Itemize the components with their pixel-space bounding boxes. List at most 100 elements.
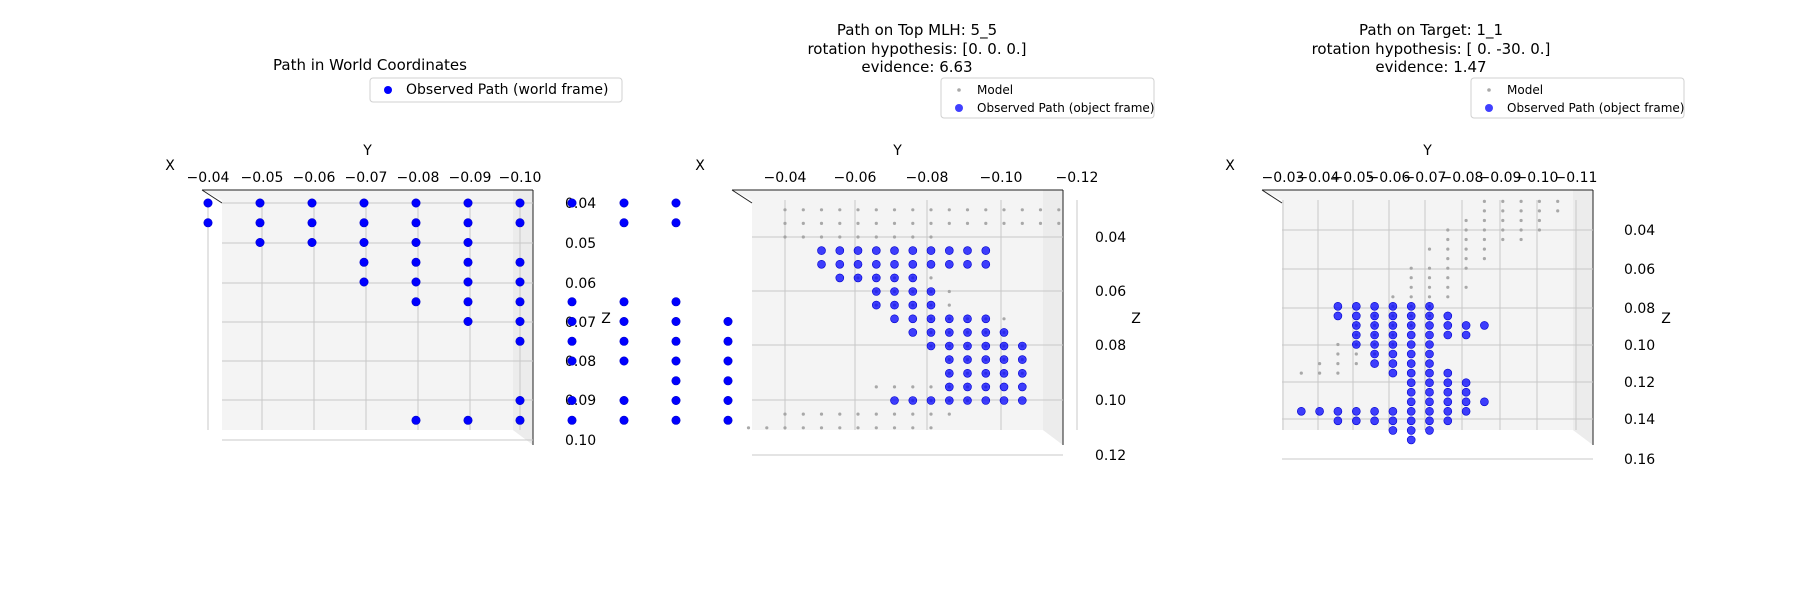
model-point [965,221,970,225]
observed-path-point [890,273,899,283]
observed-path-point [619,198,629,208]
observed-path-point [411,297,421,307]
observed-path-point [619,415,629,425]
model-point [1482,209,1486,213]
model-point [1482,237,1486,242]
y-tick-label: −0.04 [764,170,807,186]
observed-path-point [817,259,826,269]
legend: Model Observed Path (object frame) [940,77,1155,119]
x-axis-label: X [1225,158,1235,174]
model-point [911,221,915,225]
y-tick-label: −0.10 [1516,170,1559,186]
model-point [1318,371,1322,375]
y-tick-label: −0.06 [834,170,877,186]
observed-path-point [963,396,972,405]
observed-path-point [1352,416,1361,426]
x-axis-line [1261,189,1283,204]
model-point [1354,352,1358,356]
model-point [874,208,878,212]
observed-path-point [463,198,473,208]
model-point [856,426,860,430]
observed-path-point [963,382,972,392]
observed-path-point [908,300,918,310]
observed-path-point [1461,330,1471,340]
y-tick-label: −0.07 [1404,170,1447,186]
z-tick-label: 0.14 [1624,412,1655,428]
model-point [1464,228,1468,232]
observed-path-point [203,198,213,208]
observed-path-point [567,198,577,208]
observed-path-point [1425,387,1434,397]
model-point [984,221,988,225]
observed-path-point [1443,387,1453,397]
model-point [1519,218,1523,223]
model-point [1336,371,1340,375]
observed-path-point [853,246,863,255]
z-tick-label: 0.05 [565,236,596,252]
observed-path-point [1370,406,1379,416]
observed-path-point [619,336,629,346]
observed-path-point [926,259,936,269]
observed-path-point [1406,330,1416,340]
model-point [911,235,915,239]
y-tick-label: −0.10 [980,170,1023,186]
observed-path-point [359,218,369,228]
observed-path-point [1443,416,1453,426]
y-tick-label: −0.06 [293,170,336,186]
model-point [874,221,878,225]
y-tick-label: −0.04 [187,170,230,186]
model-point [1057,208,1061,212]
legend-marker [955,104,963,112]
observed-path-point [1370,330,1379,340]
observed-path-point [1370,340,1379,349]
model-point [819,412,824,416]
model-point [1519,209,1523,213]
observed-path-point [1425,416,1434,426]
model-point [911,385,915,389]
observed-path-point [1443,397,1453,407]
observed-path-point [619,297,629,307]
observed-path-point [817,246,826,255]
model-point [929,412,933,416]
observed-path-point [1352,406,1361,416]
observed-path-point [999,368,1009,378]
observed-path-point [515,277,525,287]
model-point [929,221,933,225]
observed-path-point [1443,406,1453,416]
observed-path-point [515,218,525,228]
observed-path-point [871,259,881,269]
model-point [1038,221,1043,225]
model-point [892,385,897,389]
observed-path-point [1388,311,1398,321]
x-axis-line [731,189,753,204]
model-point [1446,257,1450,261]
model-point [1501,199,1505,203]
back-pane [202,190,533,445]
observed-path-point [307,238,317,248]
observed-path-point [411,218,421,228]
observed-path-point [1425,406,1434,416]
observed-path-point [1406,359,1416,368]
observed-path-point [944,341,954,351]
z-tick-label: 0.10 [1095,393,1126,409]
model-point [783,426,787,430]
model-point [838,221,842,225]
observed-path-point [890,246,899,255]
observed-path-point [1370,416,1379,426]
observed-path-point [723,336,733,346]
observed-path-point [515,198,525,208]
model-point [856,235,860,239]
observed-path-point [1406,416,1416,426]
model-point [838,235,842,239]
observed-path-point [567,297,577,307]
model-point [1336,352,1340,356]
observed-path-point [619,395,629,405]
model-point [1446,228,1450,232]
model-point [892,235,897,239]
observed-path-point [926,287,936,296]
observed-path-point [359,198,369,208]
model-point [783,235,787,239]
observed-path-point [515,395,525,405]
model-point [1427,295,1432,299]
